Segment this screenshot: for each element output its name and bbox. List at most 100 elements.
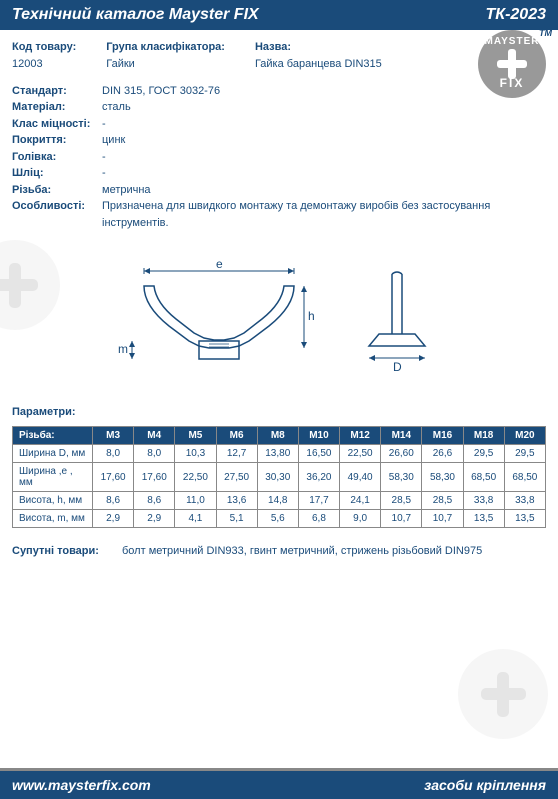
properties-list: Стандарт:DIN 315, ГОСТ 3032-76Матеріал:с… [12, 83, 546, 232]
table-cell: 29,5 [463, 445, 504, 463]
table-cell: Ширина D, мм [13, 445, 93, 463]
group-value: Гайки [106, 57, 225, 72]
related-value: болт метричний DIN933, гвинт метричний, … [122, 543, 546, 560]
table-cell: 9,0 [340, 510, 381, 528]
table-cell: 28,5 [381, 492, 422, 510]
table-header-cell: M20 [504, 427, 545, 445]
table-cell: 12,7 [216, 445, 257, 463]
code-value: 12003 [12, 57, 76, 72]
table-cell: 5,1 [216, 510, 257, 528]
params-table: Різьба:M3M4M5M6M8M10M12M14M16M18M20 Шири… [12, 426, 546, 528]
property-label: Різьба: [12, 182, 102, 199]
svg-text:m: m [118, 342, 128, 356]
property-value: - [102, 116, 546, 133]
table-cell: 8,6 [93, 492, 134, 510]
table-cell: 27,50 [216, 463, 257, 492]
related-products: Супутні товари: болт метричний DIN933, г… [12, 543, 546, 560]
table-row: Ширина D, мм8,08,010,312,713,8016,5022,5… [13, 445, 546, 463]
table-cell: 5,6 [257, 510, 298, 528]
table-header-cell: M4 [134, 427, 175, 445]
table-cell: 11,0 [175, 492, 216, 510]
table-cell: 49,40 [340, 463, 381, 492]
property-row: Особливості:Призначена для швидкого монт… [12, 198, 546, 231]
footer-bar: www.maysterfix.com засоби кріплення [0, 768, 558, 799]
table-cell: 4,1 [175, 510, 216, 528]
property-row: Голівка:- [12, 149, 546, 166]
table-header-cell: M8 [257, 427, 298, 445]
table-row: Ширина ,e , мм17,6017,6022,5027,5030,303… [13, 463, 546, 492]
content-area: MAYSTER FIX TM Код товару: 12003 Група к… [0, 30, 558, 570]
table-cell: 17,60 [93, 463, 134, 492]
table-cell: 6,8 [298, 510, 339, 528]
property-row: Шліц:- [12, 165, 546, 182]
property-row: Різьба:метрична [12, 182, 546, 199]
property-label: Голівка: [12, 149, 102, 166]
watermark-icon [458, 649, 548, 739]
name-value: Гайка баранцева DIN315 [255, 57, 382, 72]
table-cell: 8,0 [134, 445, 175, 463]
table-cell: 58,30 [381, 463, 422, 492]
table-cell: 17,7 [298, 492, 339, 510]
table-header-cell: M18 [463, 427, 504, 445]
table-cell: 33,8 [463, 492, 504, 510]
table-cell: 28,5 [422, 492, 463, 510]
table-cell: 58,30 [422, 463, 463, 492]
svg-text:h: h [308, 309, 314, 323]
product-info: Код товару: 12003 Група класифікатора: Г… [12, 40, 546, 75]
table-cell: 13,5 [463, 510, 504, 528]
property-value: - [102, 149, 546, 166]
diagram-front: e h m [114, 256, 314, 376]
table-cell: 22,50 [340, 445, 381, 463]
table-cell: 30,30 [257, 463, 298, 492]
property-value: - [102, 165, 546, 182]
table-cell: 26,60 [381, 445, 422, 463]
property-row: Стандарт:DIN 315, ГОСТ 3032-76 [12, 83, 546, 100]
table-cell: 33,8 [504, 492, 545, 510]
table-cell: 26,6 [422, 445, 463, 463]
header-title: Технічний каталог Mayster FIX [12, 6, 259, 24]
table-header-cell: M16 [422, 427, 463, 445]
table-header-cell: Різьба: [13, 427, 93, 445]
cross-icon [497, 49, 527, 79]
params-title: Параметри: [12, 406, 546, 418]
property-row: Клас міцності:- [12, 116, 546, 133]
table-cell: 13,5 [504, 510, 545, 528]
header-code: ТК-2023 [485, 6, 546, 24]
table-cell: 29,5 [504, 445, 545, 463]
table-cell: 24,1 [340, 492, 381, 510]
table-cell: 17,60 [134, 463, 175, 492]
diagram-side: D [354, 256, 444, 376]
table-cell: Висота, m, мм [13, 510, 93, 528]
footer-tagline: засоби кріплення [424, 777, 546, 793]
table-header-cell: M10 [298, 427, 339, 445]
property-row: Матеріал:сталь [12, 99, 546, 116]
table-cell: 16,50 [298, 445, 339, 463]
table-header-cell: M5 [175, 427, 216, 445]
table-header-cell: M3 [93, 427, 134, 445]
property-label: Клас міцності: [12, 116, 102, 133]
table-cell: 68,50 [504, 463, 545, 492]
group-label: Група класифікатора: [106, 40, 225, 55]
svg-text:D: D [393, 360, 402, 374]
table-cell: 22,50 [175, 463, 216, 492]
name-label: Назва: [255, 40, 382, 55]
related-label: Супутні товари: [12, 543, 122, 560]
table-header-cell: M14 [381, 427, 422, 445]
table-cell: 2,9 [93, 510, 134, 528]
property-value: Призначена для швидкого монтажу та демон… [102, 198, 546, 231]
table-cell: 8,6 [134, 492, 175, 510]
table-cell: 8,0 [93, 445, 134, 463]
property-label: Матеріал: [12, 99, 102, 116]
table-row: Висота, h, мм8,68,611,013,614,817,724,12… [13, 492, 546, 510]
property-value: цинк [102, 132, 546, 149]
table-cell: Ширина ,e , мм [13, 463, 93, 492]
svg-text:e: e [216, 257, 223, 271]
table-row: Висота, m, мм2,92,94,15,15,66,89,010,710… [13, 510, 546, 528]
header-bar: Технічний каталог Mayster FIX ТК-2023 [0, 0, 558, 30]
table-cell: 2,9 [134, 510, 175, 528]
code-label: Код товару: [12, 40, 76, 55]
table-cell: 10,7 [381, 510, 422, 528]
footer-url: www.maysterfix.com [12, 777, 151, 793]
property-label: Особливості: [12, 198, 102, 231]
technical-diagram: e h m D [12, 256, 546, 376]
